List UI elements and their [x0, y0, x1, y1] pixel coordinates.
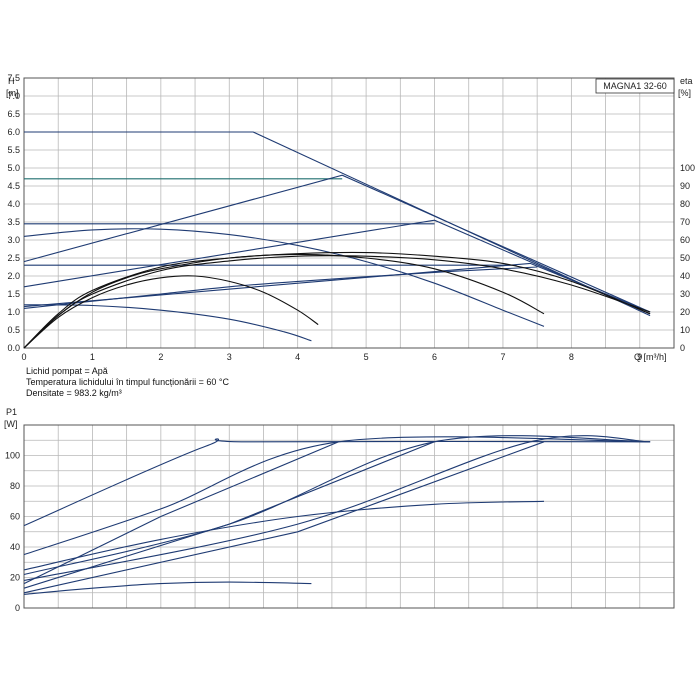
p-y-tick-label: 80: [10, 481, 20, 491]
h-x-tick-label: 4: [295, 352, 300, 362]
chart-title-box: [595, 78, 675, 94]
h-curve-const-3-1: [23, 228, 545, 327]
h-x-tick-label: 5: [364, 352, 369, 362]
h-y-tick-label: 5.5: [7, 145, 20, 155]
eta-tick-label: 20: [680, 307, 690, 317]
h-y-tick-label: 3.0: [7, 235, 20, 245]
p-curve-p-prop-2: [23, 441, 435, 589]
eta-tick-label: 50: [680, 253, 690, 263]
h-x-tick-label: 3: [227, 352, 232, 362]
eta-tick-label: 0: [680, 343, 685, 353]
h-curve-const-1-2: [23, 304, 312, 342]
h-curve-eta-1: [23, 275, 319, 349]
p-plot-frame: [23, 424, 675, 609]
h-x-tick-label: 8: [569, 352, 574, 362]
h-y-tick-label: 4.5: [7, 181, 20, 191]
h-x-axis-label: Q [m³/h]: [634, 352, 667, 362]
eta-tick-label: 10: [680, 325, 690, 335]
h-axis-label: H: [8, 76, 15, 86]
p-y-tick-label: 0: [15, 603, 20, 613]
h-curve-eta-4: [23, 255, 651, 349]
h-y-tick-label: 6.5: [7, 109, 20, 119]
h-curve-h-max: [24, 131, 651, 317]
p-curve-p-prop-3: [23, 441, 545, 594]
h-x-tick-label: 9: [637, 352, 642, 362]
eta-tick-label: 80: [680, 199, 690, 209]
h-y-tick-label: 6.0: [7, 127, 20, 137]
h-curve-prop-3: [23, 262, 651, 313]
h-y-tick-label: 2.0: [7, 271, 20, 281]
p-axis-unit: [W]: [4, 419, 18, 429]
h-x-tick-label: 1: [90, 352, 95, 362]
fluid-info-line: Temperatura lichidului în timpul funcțio…: [26, 377, 229, 387]
eta-tick-label: 60: [680, 235, 690, 245]
p-y-tick-label: 100: [5, 451, 20, 461]
eta-tick-label: 70: [680, 217, 690, 227]
h-x-tick-label: 0: [21, 352, 26, 362]
p-curve-p-const-3-1: [23, 500, 545, 571]
p-curve-p-max: [23, 438, 651, 527]
chart-title: MAGNA1 32-60: [603, 81, 667, 91]
h-axis-unit: [m]: [6, 88, 19, 98]
h-curve-prop-1: [23, 174, 651, 313]
h-curve-eta-3: [23, 251, 651, 349]
p-curve-p-const-4-7: [23, 436, 651, 556]
fluid-info-line: Lichid pompat = Apă: [26, 366, 108, 376]
p-axis-label: P1: [6, 407, 17, 417]
eta-axis-unit: [%]: [678, 88, 691, 98]
p-curve-p-prop-1: [23, 441, 339, 585]
h-x-tick-label: 6: [432, 352, 437, 362]
h-y-tick-label: 0.0: [7, 343, 20, 353]
h-y-tick-label: 2.5: [7, 253, 20, 263]
h-y-tick-label: 0.5: [7, 325, 20, 335]
fluid-info-line: Densitate = 983.2 kg/m³: [26, 388, 122, 398]
h-y-tick-label: 1.5: [7, 289, 20, 299]
h-y-tick-label: 7.0: [7, 91, 20, 101]
h-plot-frame: [23, 77, 675, 349]
p-y-tick-label: 40: [10, 542, 20, 552]
h-y-tick-label: 3.5: [7, 217, 20, 227]
h-x-tick-label: 7: [500, 352, 505, 362]
h-curve-const-2-0: [23, 266, 538, 309]
h-y-tick-label: 4.0: [7, 199, 20, 209]
p-curve-p-const-2-3: [23, 435, 651, 582]
h-y-tick-label: 5.0: [7, 163, 20, 173]
p-y-tick-label: 20: [10, 573, 20, 583]
h-x-tick-label: 2: [158, 352, 163, 362]
eta-axis-label: eta: [680, 76, 693, 86]
eta-tick-label: 30: [680, 289, 690, 299]
p-curve-p-const-1-2: [23, 581, 312, 595]
eta-tick-label: 90: [680, 181, 690, 191]
h-y-tick-label: 7.5: [7, 73, 20, 83]
p-curve-p-const-3-5: [23, 435, 651, 576]
h-curve-prop-2: [23, 219, 651, 315]
p-y-tick-label: 60: [10, 512, 20, 522]
h-y-tick-label: 1.0: [7, 307, 20, 317]
eta-tick-label: 100: [680, 163, 695, 173]
eta-tick-label: 40: [680, 271, 690, 281]
